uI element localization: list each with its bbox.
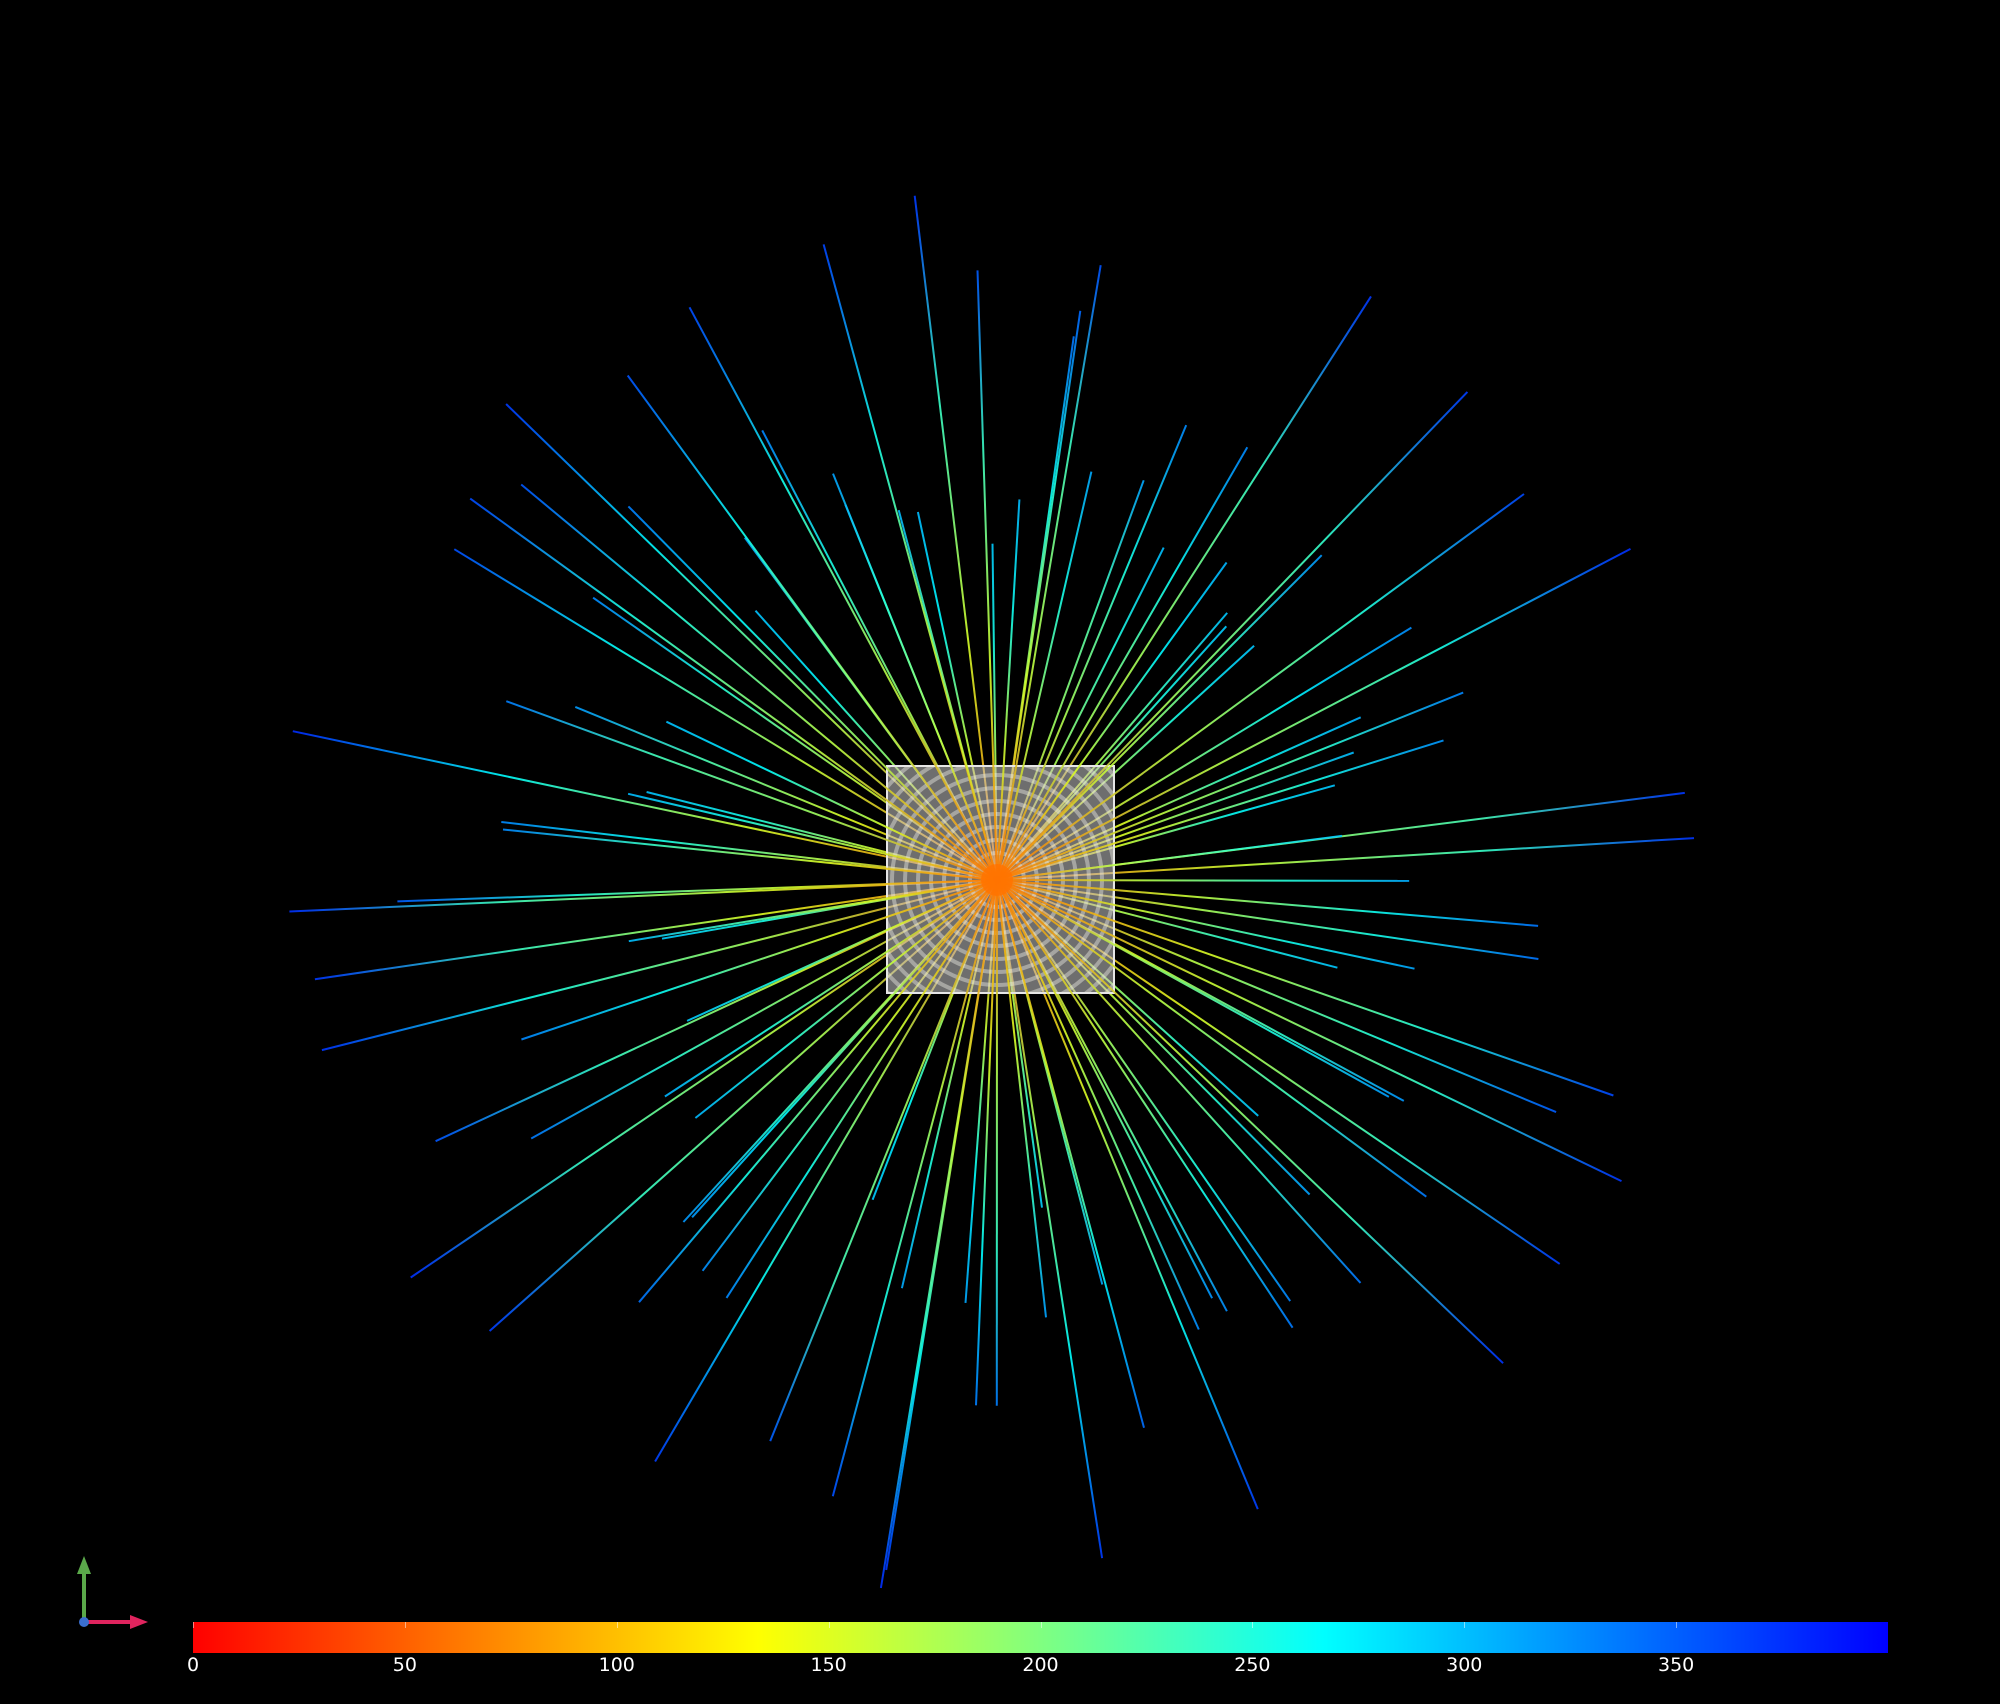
streamline [626, 374, 998, 881]
streamline [996, 879, 1047, 1318]
streamline [292, 730, 998, 881]
colorbar-tick-mark [404, 1622, 406, 1628]
colorbar-tick-mark [616, 1622, 618, 1628]
colorbar-tick-mark [1040, 1622, 1042, 1628]
streamline [628, 879, 998, 943]
streamline [469, 497, 998, 881]
streamline [831, 879, 998, 1497]
colorbar-tick-mark [1464, 1622, 1466, 1628]
streamline [996, 554, 1323, 881]
streamline [996, 879, 1410, 882]
streamline [996, 265, 1102, 881]
axis-triad-icon [77, 1556, 148, 1629]
streamline [996, 879, 1200, 1330]
streamline [996, 879, 1362, 1284]
source-point [981, 864, 1013, 896]
streamline [520, 483, 998, 881]
streamline [769, 879, 998, 1442]
streamline [996, 879, 1622, 1183]
streamline [976, 270, 998, 881]
streamline [321, 879, 998, 1052]
axis-y-arrow [77, 1556, 91, 1574]
axis-z-dot [79, 1617, 89, 1627]
streamline [975, 879, 998, 1406]
streamline [725, 879, 998, 1299]
colorbar-tick-mark [1676, 1622, 1678, 1628]
streamline [897, 509, 998, 881]
streamline [664, 879, 998, 1098]
colorbar-tick-label: 150 [810, 1654, 847, 1676]
streamline [996, 879, 1213, 1299]
streamline [996, 548, 1631, 881]
streamline [996, 493, 1525, 881]
streamline [996, 739, 1444, 881]
colorbar-tick-label: 300 [1446, 1654, 1483, 1676]
streamline [505, 700, 998, 881]
streamline [996, 879, 1427, 1198]
streamline [832, 473, 998, 881]
streamline [996, 879, 1145, 1429]
streamline [996, 879, 1390, 1098]
streamline [996, 691, 1464, 881]
streamline [996, 424, 1188, 881]
streamline [996, 879, 1539, 927]
colorbar-tick-mark [828, 1622, 830, 1628]
streamline [996, 471, 1093, 881]
colorbar-tick-mark [1252, 1622, 1254, 1628]
streamline [691, 879, 998, 1218]
colorbar-tick-mark [193, 1622, 194, 1628]
streamline [638, 879, 998, 1303]
streamline [879, 879, 998, 1589]
streamline [314, 879, 998, 981]
streamline [996, 879, 1415, 970]
streamline [502, 828, 998, 881]
streamline [996, 499, 1021, 881]
streamline [996, 834, 1343, 881]
streamline [694, 879, 998, 1119]
streamline [996, 446, 1249, 881]
streamline [688, 306, 998, 881]
axis-x-arrow [130, 1615, 148, 1629]
streamline [397, 879, 998, 903]
streamline [627, 792, 998, 881]
streamline [521, 879, 998, 1041]
colorbar-tick-label: 100 [598, 1654, 635, 1676]
colorbar-tick-label: 250 [1234, 1654, 1271, 1676]
streamline [627, 505, 998, 881]
streamline [665, 720, 998, 881]
streamline [996, 391, 1469, 881]
streamline [686, 879, 998, 1022]
streamline [289, 879, 998, 913]
streamline [996, 561, 1228, 881]
streamline [996, 879, 1504, 1364]
colorbar-tick-label: 50 [392, 1654, 417, 1676]
streamlines-front [397, 244, 1631, 1589]
colorbar-tick-label: 200 [1022, 1654, 1059, 1676]
streamline [996, 879, 1614, 1097]
colorbar-tick-label: 350 [1657, 1654, 1695, 1676]
streamline [996, 879, 1294, 1329]
colorbar-tick-label: 0 [186, 1654, 200, 1676]
